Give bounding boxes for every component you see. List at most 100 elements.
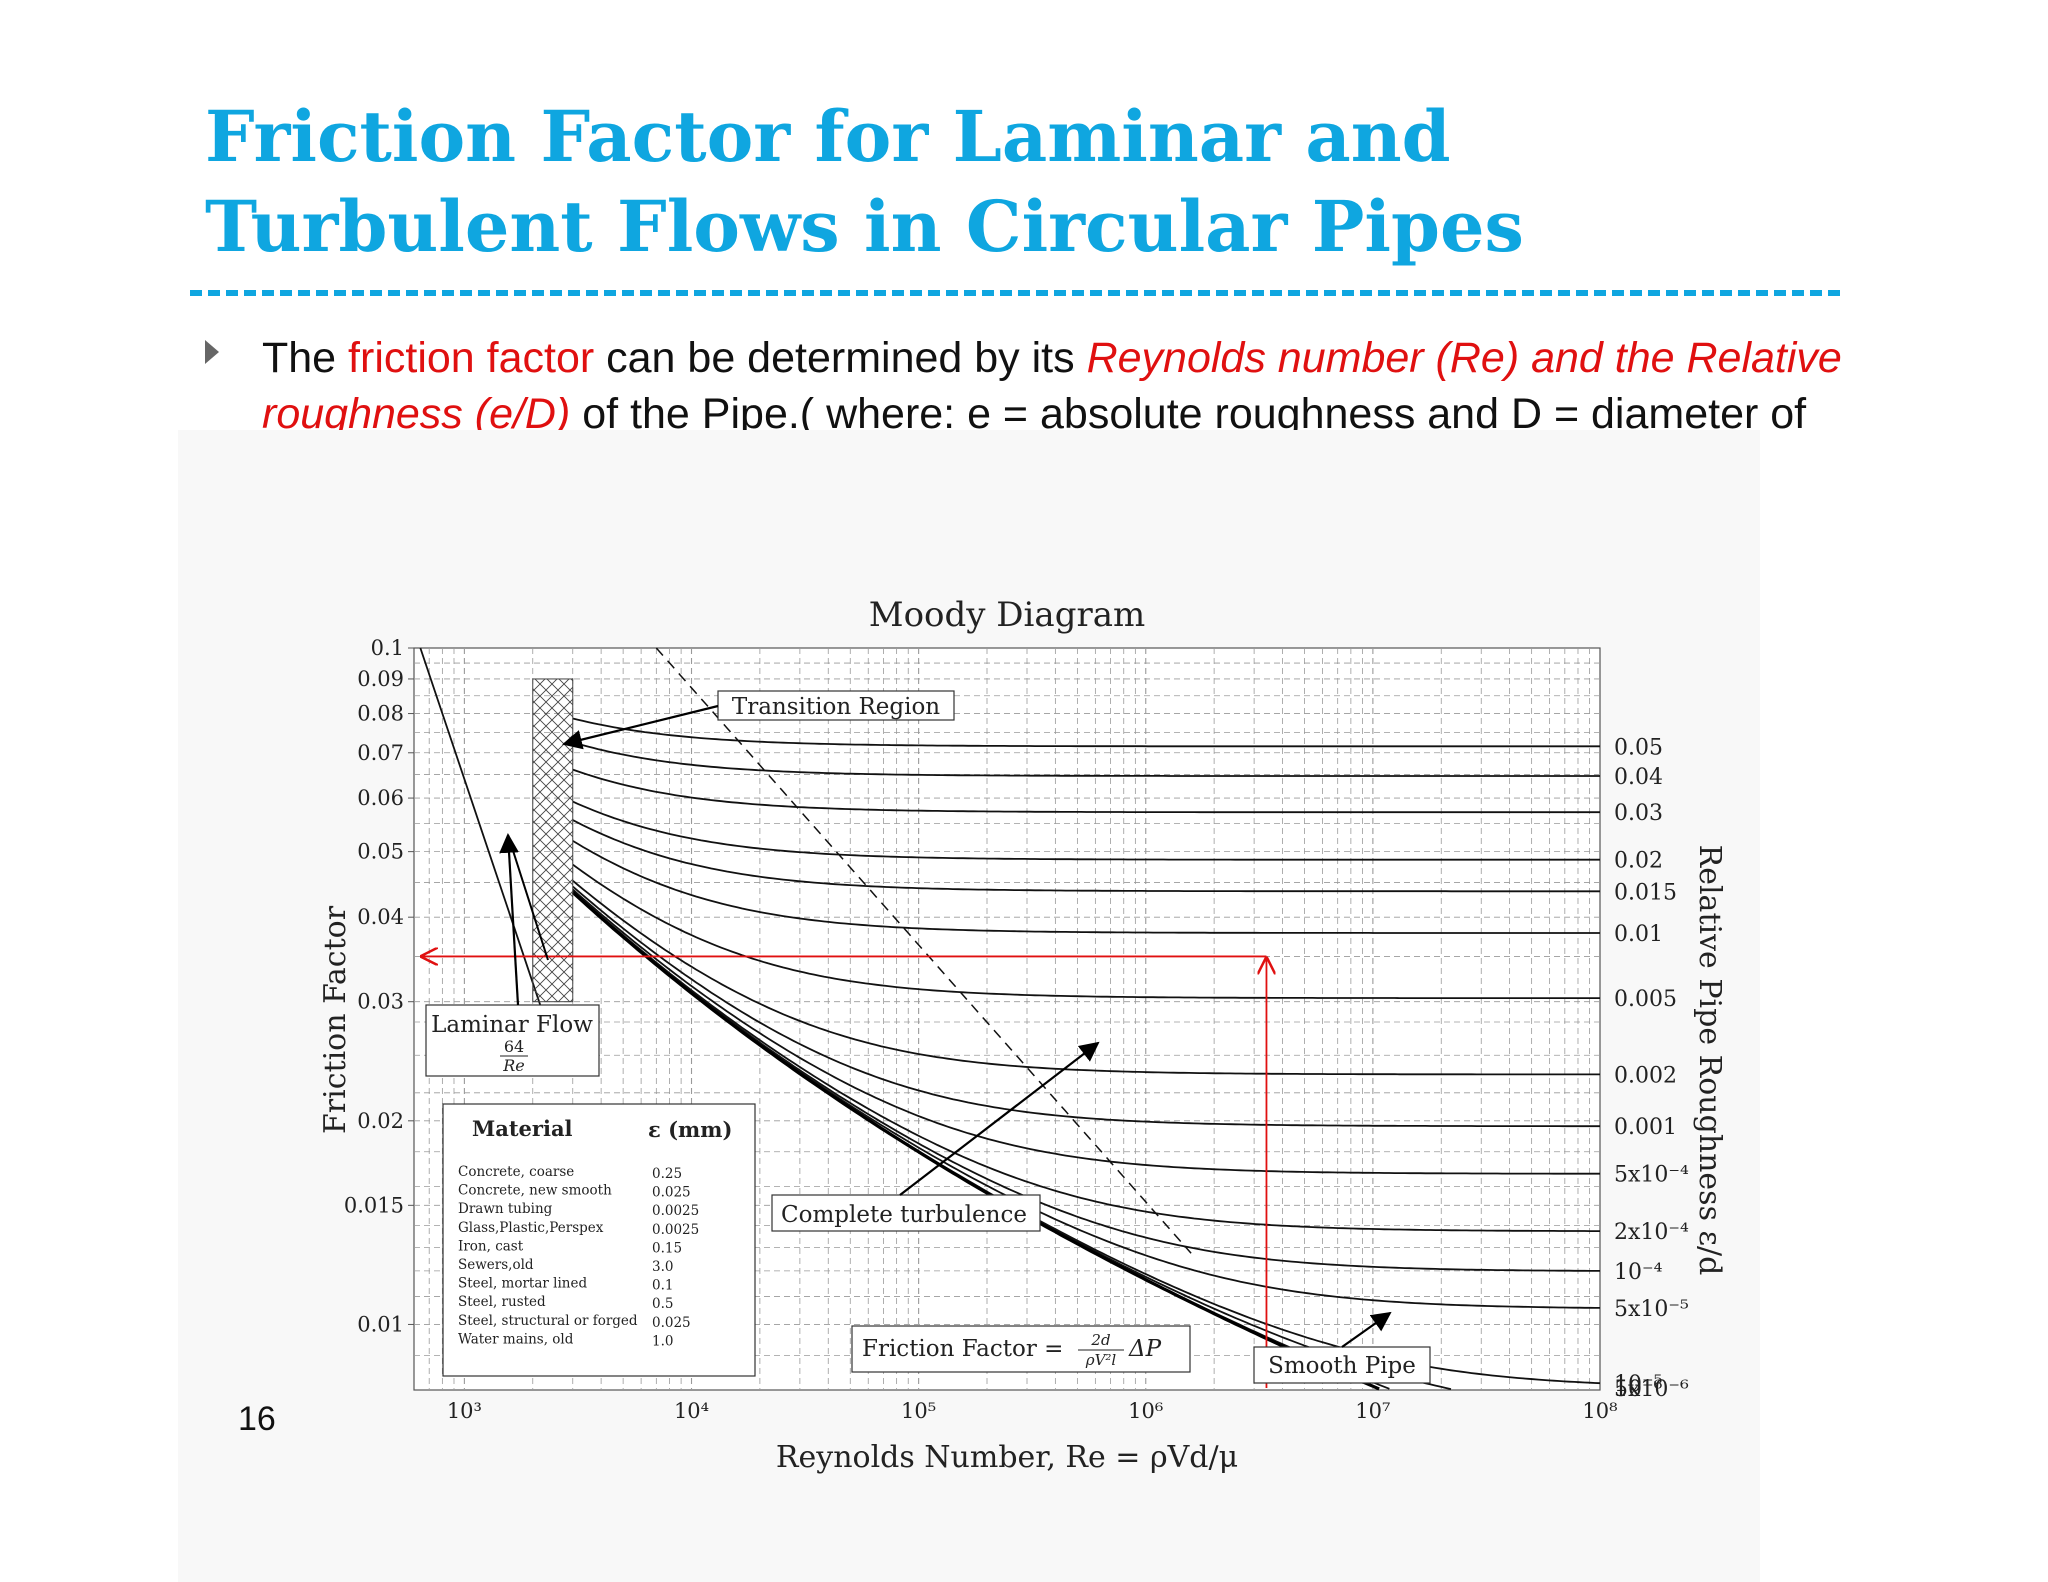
material-table-name: Steel, structural or forged bbox=[458, 1313, 638, 1329]
roughness-label: 10⁻⁵ bbox=[1614, 1372, 1662, 1397]
laminar-flow-label: Laminar Flow bbox=[431, 1012, 593, 1038]
y-tick-label: 0.07 bbox=[357, 741, 404, 765]
smooth-pipe-label: Smooth Pipe bbox=[1268, 1353, 1416, 1379]
y-tick-label: 0.02 bbox=[357, 1109, 404, 1133]
bullet-part-3: can be determined by its bbox=[594, 334, 1087, 382]
roughness-label: 10⁻⁴ bbox=[1614, 1260, 1663, 1285]
laminar-arrow-branch bbox=[507, 834, 549, 961]
x-tick-label: 10⁷ bbox=[1355, 1399, 1390, 1423]
complete-turbulence-label: Complete turbulence bbox=[781, 1202, 1027, 1228]
material-table-value: 0.1 bbox=[652, 1278, 673, 1294]
smooth-pipe-box bbox=[1253, 1346, 1431, 1384]
material-table-value: 0.5 bbox=[652, 1296, 673, 1312]
material-table-name: Iron, cast bbox=[458, 1238, 524, 1254]
roughness-label: 0.02 bbox=[1614, 849, 1663, 874]
roughness-curve bbox=[572, 717, 1600, 748]
friction-formula-right: ΔP bbox=[1128, 1336, 1162, 1362]
roughness-label: 5x10⁻⁶ bbox=[1614, 1377, 1689, 1402]
material-table-header-roughness: ε (mm) bbox=[648, 1117, 732, 1142]
x-tick-label: 10³ bbox=[447, 1399, 482, 1423]
material-table-value: 0.0025 bbox=[652, 1203, 699, 1219]
roughness-curve bbox=[572, 885, 1600, 1128]
material-table-value: 0.15 bbox=[652, 1240, 682, 1256]
roughness-curve bbox=[572, 819, 1600, 893]
roughness-label: 0.01 bbox=[1614, 922, 1663, 947]
smooth-pipe-arrow bbox=[1341, 1311, 1392, 1348]
y2-axis-label: Relative Pipe Roughness ε/d bbox=[1692, 845, 1727, 1276]
transition-region-box bbox=[717, 690, 955, 721]
material-table-value: 3.0 bbox=[652, 1259, 673, 1275]
roughness-curve bbox=[572, 888, 1600, 1175]
roughness-curve bbox=[572, 840, 1600, 934]
friction-formula-den: ρV²l bbox=[1085, 1351, 1117, 1369]
transition-zone bbox=[532, 678, 574, 1003]
material-table-value: 0.0025 bbox=[652, 1222, 699, 1238]
roughness-label: 0.015 bbox=[1614, 880, 1677, 905]
page-number: 16 bbox=[238, 1400, 276, 1438]
roughness-curve bbox=[572, 741, 1600, 777]
friction-formula-left: Friction Factor = bbox=[862, 1336, 1063, 1362]
slide-title: Friction Factor for Laminar and Turbulen… bbox=[205, 92, 1805, 272]
y-tick-label: 0.06 bbox=[357, 786, 404, 810]
material-table-name: Concrete, coarse bbox=[458, 1164, 574, 1180]
x-tick-label: 10⁴ bbox=[674, 1399, 709, 1423]
roughness-label: 0.005 bbox=[1614, 987, 1677, 1012]
chart-overlays bbox=[419, 647, 1431, 1388]
roughness-label: 5x10⁻⁵ bbox=[1614, 1297, 1689, 1322]
material-table-name: Steel, rusted bbox=[458, 1294, 546, 1310]
roughness-label: 5x10⁻⁴ bbox=[1614, 1163, 1689, 1188]
roughness-label: 0.03 bbox=[1614, 801, 1663, 826]
laminar-arrow bbox=[499, 833, 520, 1006]
material-table-value: 0.025 bbox=[652, 1315, 691, 1331]
material-table-name: Sewers,old bbox=[458, 1257, 534, 1273]
material-table-name: Concrete, new smooth bbox=[458, 1183, 612, 1199]
slide-title-line1: Friction Factor for Laminar and bbox=[205, 95, 1451, 178]
transition-arrow bbox=[562, 704, 719, 750]
material-table-header-material: Material bbox=[472, 1116, 573, 1141]
friction-formula-box bbox=[851, 1325, 1191, 1373]
slide-title-line2: Turbulent Flows in Circular Pipes bbox=[205, 185, 1524, 268]
y-tick-label: 0.1 bbox=[371, 636, 404, 660]
x-tick-label: 10⁸ bbox=[1582, 1399, 1617, 1423]
y-tick-label: 0.04 bbox=[357, 905, 404, 929]
roughness-label: 0.001 bbox=[1614, 1115, 1677, 1140]
laminar-formula-num: 64 bbox=[504, 1037, 524, 1056]
x-tick-label: 10⁶ bbox=[1128, 1399, 1163, 1423]
material-table-value: 0.025 bbox=[652, 1185, 691, 1201]
x-axis-label: Reynolds Number, Re = ρVd/μ bbox=[776, 1440, 1238, 1475]
material-table-name: Water mains, old bbox=[458, 1331, 574, 1347]
transition-region-label: Transition Region bbox=[732, 694, 940, 720]
roughness-label: 0.002 bbox=[1614, 1063, 1677, 1088]
material-table-name: Steel, mortar lined bbox=[458, 1276, 587, 1292]
material-table-value: 1.0 bbox=[652, 1333, 673, 1349]
smooth-pipe-curve bbox=[571, 891, 1380, 1391]
material-table bbox=[442, 1103, 756, 1377]
bullet-part-1: The bbox=[262, 334, 349, 382]
laminar-formula-den: Re bbox=[502, 1056, 525, 1075]
friction-factor-highlight: friction factor bbox=[348, 334, 595, 382]
complete-turbulence-box bbox=[771, 1194, 1041, 1232]
roughness-label: 0.05 bbox=[1614, 735, 1663, 760]
chart-title: Moody Diagram bbox=[869, 595, 1145, 635]
bullet-triangle-icon bbox=[205, 340, 219, 364]
material-table-name: Drawn tubing bbox=[458, 1201, 553, 1217]
friction-formula-num: 2d bbox=[1090, 1331, 1110, 1349]
laminar-flow-line bbox=[419, 647, 548, 1025]
x-tick-label: 10⁵ bbox=[901, 1399, 936, 1423]
roughness-curve bbox=[572, 880, 1600, 1076]
chart-labels: 0.10.090.080.070.060.050.040.030.020.015… bbox=[318, 595, 1727, 1475]
y-tick-label: 0.01 bbox=[357, 1312, 404, 1336]
y-tick-label: 0.08 bbox=[357, 702, 404, 726]
roughness-curve bbox=[572, 800, 1600, 861]
roughness-label: 10⁻⁶ bbox=[1614, 1377, 1663, 1402]
y-tick-label: 0.03 bbox=[357, 990, 404, 1014]
laminar-flow-box bbox=[425, 1004, 600, 1077]
title-divider bbox=[190, 290, 1840, 296]
y-tick-label: 0.05 bbox=[357, 840, 404, 864]
roughness-curve bbox=[572, 768, 1600, 814]
y-axis-label: Friction Factor bbox=[318, 905, 353, 1134]
roughness-label: 2x10⁻⁴ bbox=[1614, 1220, 1689, 1245]
complete-turbulence-arrow bbox=[899, 1041, 1100, 1196]
roughness-curve bbox=[572, 890, 1600, 1232]
